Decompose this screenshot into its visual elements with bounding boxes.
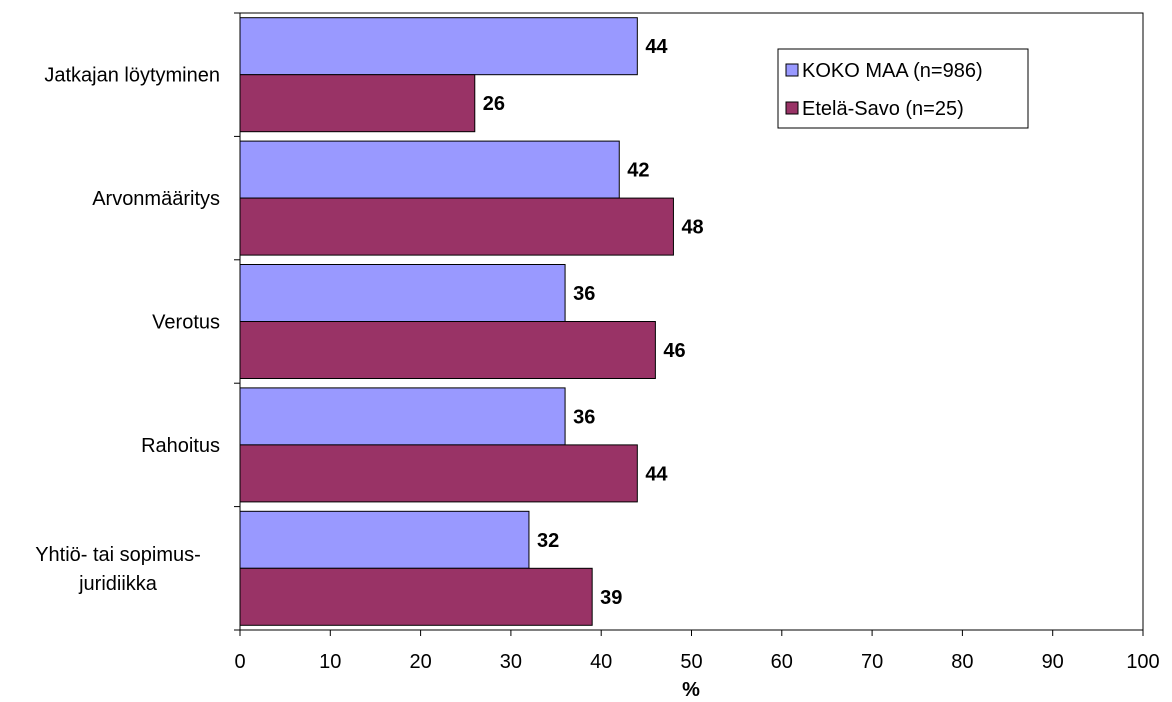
bar-koko-maa (239, 387, 566, 446)
data-label: 48 (681, 217, 703, 239)
data-label: 32 (537, 530, 559, 552)
legend-label-koko-maa: KOKO MAA (n=986) (802, 60, 983, 82)
category-label: Verotus (152, 312, 220, 334)
data-label: 26 (483, 93, 505, 115)
bars (239, 17, 674, 626)
category-label: Yhtiö- tai sopimus-juridiikka (35, 544, 201, 595)
legend: KOKO MAA (n=986) Etelä-Savo (n=25) (777, 48, 1029, 129)
x-axis-title: % (682, 679, 700, 701)
bar-koko-maa (239, 264, 566, 322)
bar-etela-savo (239, 567, 593, 626)
x-tick-label: 0 (234, 651, 245, 673)
data-label: 44 (645, 463, 668, 485)
x-tick-label: 40 (590, 651, 612, 673)
data-labels: 44 26 42 48 36 46 36 44 32 39 (483, 36, 704, 609)
x-tick-label: 60 (771, 651, 793, 673)
x-tick-label: 50 (680, 651, 702, 673)
data-label: 42 (627, 160, 649, 182)
category-label: Arvonmääritys (92, 188, 220, 210)
bar-etela-savo (239, 197, 674, 256)
x-tick-label: 30 (500, 651, 522, 673)
category-label: Rahoitus (141, 435, 220, 457)
x-tick-label: 20 (409, 651, 431, 673)
x-tick-label: 90 (1042, 651, 1064, 673)
legend-box (777, 48, 1029, 129)
data-label: 36 (573, 406, 595, 428)
data-label: 44 (645, 36, 668, 58)
legend-label-etela-savo: Etelä-Savo (n=25) (802, 98, 964, 120)
data-label: 46 (663, 340, 685, 362)
x-tick-label: 80 (951, 651, 973, 673)
x-axis-ticks: 0 10 20 30 40 50 60 70 80 90 100 (234, 12, 1160, 673)
data-label: 39 (600, 587, 622, 609)
legend-swatch-koko-maa (785, 63, 799, 77)
x-tick-label: 70 (861, 651, 883, 673)
category-label: Jatkajan löytyminen (44, 65, 220, 87)
legend-swatch-etela-savo (785, 101, 799, 115)
bar-etela-savo (239, 321, 656, 379)
x-tick-label: 10 (319, 651, 341, 673)
bar-koko-maa (239, 17, 638, 76)
data-label: 36 (573, 283, 595, 305)
bar-koko-maa (239, 510, 530, 569)
x-tick-label: 100 (1126, 651, 1159, 673)
category-labels: Jatkajan löytyminen Arvonmääritys Verotus R… (35, 65, 220, 595)
bar-etela-savo (239, 74, 476, 133)
bar-koko-maa (239, 140, 620, 199)
bar-etela-savo (239, 444, 638, 503)
